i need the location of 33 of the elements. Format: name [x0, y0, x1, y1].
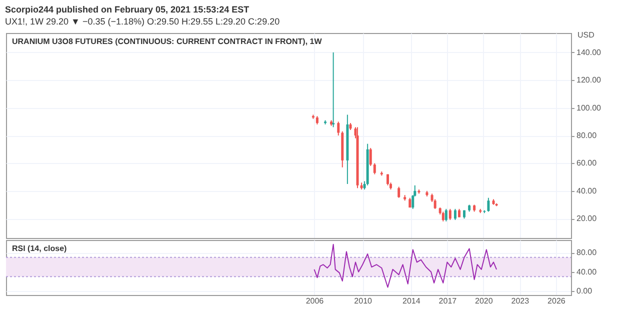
y-tick-label: 80.00 [576, 248, 598, 258]
candlestick [369, 147, 372, 166]
candlestick [448, 208, 452, 220]
x-tick-label: 2014 [402, 296, 421, 306]
x-tick-label: 2017 [438, 296, 458, 306]
candlestick [454, 208, 456, 220]
y-tick-label: 40.00 [576, 186, 598, 196]
y-tick-label: 80.00 [576, 131, 598, 140]
x-tick-label: 2023 [511, 296, 530, 306]
y-tick-label: 120.00 [576, 76, 602, 85]
candlestick [337, 121, 340, 136]
candlestick [373, 162, 376, 175]
text: URANIUM U3O8 FUTURES (CONTINUOUS: CURRENT CONTRACT IN FRONT), 1W [12, 37, 322, 46]
y-tick-label: 20.00 [576, 214, 598, 224]
x-tick-label: 2026 [548, 296, 566, 306]
line-series [314, 244, 498, 288]
candlestick [332, 52, 335, 128]
candlestick [487, 197, 490, 212]
y-tick-label: 0.00 [576, 286, 593, 296]
y-tick-label: 140.00 [576, 48, 602, 57]
y-tick-label: 60.00 [576, 158, 598, 168]
y-tick-label: 40.00 [576, 267, 598, 276]
x-tick-label: 2020 [475, 296, 494, 306]
x-tick-label: 2006 [306, 296, 324, 306]
x-tick-label: 2010 [354, 296, 373, 306]
chart-title: RSI (14, close) [12, 244, 68, 253]
candlestick [444, 208, 448, 222]
text: Scorpio244 published on February 05, 2021 15:53:24 EST [5, 4, 250, 14]
candlestick [442, 211, 444, 222]
y-tick-label: 100.00 [576, 103, 602, 112]
y-axis-title: USD [578, 30, 595, 40]
candlestick [398, 186, 400, 198]
text: UX1!, 1W 29.20 ▼ −0.35 (−1.18%) O:29.50 H:29.55 L:29.20 C:29.20 [5, 16, 280, 26]
